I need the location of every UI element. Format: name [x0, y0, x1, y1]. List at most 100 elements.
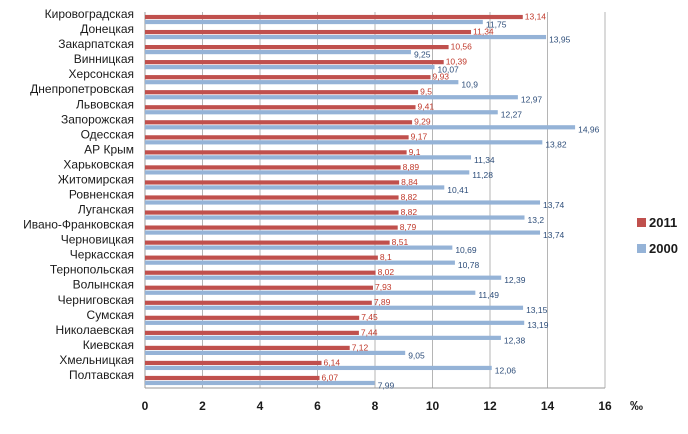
bar-2000	[145, 125, 576, 130]
bar-2011	[145, 150, 407, 155]
value-label-2011: 7,44	[361, 327, 378, 337]
category-label: Львовская	[76, 97, 134, 111]
category-label: Полтавская	[69, 368, 134, 382]
category-label: Одесская	[81, 127, 134, 141]
bar-2011	[145, 285, 373, 290]
x-axis-unit: ‰	[630, 398, 643, 413]
bar-2011	[145, 105, 416, 110]
value-label-2000: 11,28	[472, 170, 493, 180]
value-label-2011: 8,02	[378, 267, 395, 277]
bar-2011	[145, 60, 444, 65]
bar-2000	[145, 320, 525, 325]
value-label-2011: 10,56	[451, 42, 473, 52]
x-axis-ticks: 0 2 4 6 8 10 12 14 16	[142, 399, 612, 413]
value-label-2011: 7,12	[352, 342, 369, 352]
bar-2000	[145, 350, 406, 355]
bar-2000	[145, 155, 472, 160]
bar-2011	[145, 345, 350, 350]
category-label: Запорожская	[61, 112, 134, 126]
bar-2011	[145, 255, 378, 260]
bar-2011	[145, 29, 472, 35]
bar-2000	[145, 380, 375, 386]
bar-2000	[145, 80, 459, 85]
category-label: Винницкая	[74, 52, 134, 66]
legend-label-2000: 2000	[649, 241, 678, 256]
category-label: Сумская	[87, 308, 134, 322]
value-label-2011: 9,17	[411, 132, 428, 142]
bar-2011	[145, 180, 400, 185]
bars-group	[145, 14, 576, 386]
value-label-2000: 9,05	[408, 350, 425, 360]
category-labels: КировоградскаяДонецкаяЗакарпатскаяВинниц…	[23, 7, 134, 382]
bar-2000	[145, 215, 525, 220]
bar-2000	[145, 260, 455, 265]
value-labels: 13,1411,7511,3413,9510,569,2510,3910,079…	[322, 11, 600, 390]
category-label: АР Крым	[84, 142, 134, 156]
value-label-2000: 12,97	[521, 95, 543, 105]
value-label-2000: 14,96	[578, 125, 600, 135]
bar-2011	[145, 120, 413, 125]
x-tick-label: 16	[598, 399, 612, 413]
value-label-2000: 9,25	[414, 50, 431, 60]
bar-2011	[145, 360, 322, 366]
bar-2000	[145, 95, 518, 100]
value-label-2011: 9,1	[409, 147, 421, 157]
x-tick-label: 6	[314, 399, 321, 413]
x-tick-label: 0	[142, 399, 149, 413]
value-label-2000: 10,07	[438, 65, 460, 75]
value-label-2000: 12,38	[504, 335, 526, 345]
x-tick-label: 8	[372, 399, 379, 413]
x-tick-label: 12	[483, 399, 497, 413]
category-label: Кировоградская	[45, 7, 134, 21]
bar-2000	[145, 365, 492, 371]
category-label: Житомирская	[58, 172, 134, 186]
value-label-2011: 8,51	[392, 237, 409, 247]
bar-2000	[145, 50, 411, 55]
bar-2000	[145, 110, 498, 115]
value-label-2011: 9,93	[432, 72, 449, 82]
category-label: Херсонская	[69, 67, 134, 81]
value-label-2000: 13,95	[549, 34, 571, 44]
category-label: Луганская	[78, 203, 134, 217]
value-label-2011: 8,1	[380, 252, 392, 262]
value-label-2000: 13,2	[528, 215, 545, 225]
value-label-2000: 10,69	[455, 245, 477, 255]
value-label-2011: 8,79	[400, 222, 417, 232]
bar-2000	[145, 275, 502, 280]
value-label-2011: 10,39	[446, 57, 468, 67]
x-tick-label: 2	[199, 399, 206, 413]
category-label: Донецкая	[80, 22, 134, 36]
category-label: Ровненская	[69, 188, 134, 202]
value-label-2000: 10,9	[461, 80, 478, 90]
bar-2011	[145, 225, 398, 230]
bar-2000	[145, 200, 541, 205]
legend-label-2011: 2011	[649, 215, 677, 230]
bar-2011	[145, 75, 431, 80]
category-label: Черниговская	[58, 293, 134, 307]
value-label-2000: 10,41	[447, 185, 469, 195]
bar-2000	[145, 140, 543, 145]
value-label-2000: 12,39	[504, 275, 526, 285]
legend-swatch-2000	[637, 244, 646, 253]
category-label: Днепропетровская	[30, 82, 134, 96]
bar-2011	[145, 14, 523, 20]
bar-2000	[145, 19, 483, 25]
value-label-2011: 9,41	[418, 102, 435, 112]
value-label-2000: 12,06	[495, 365, 517, 375]
category-label: Ивано-Франковская	[23, 218, 134, 232]
bar-2000	[145, 335, 501, 340]
bar-2000	[145, 34, 547, 40]
bar-2011	[145, 195, 399, 200]
category-label: Киевская	[83, 338, 134, 352]
value-label-2011: 6,07	[322, 372, 339, 382]
value-label-2011: 7,89	[374, 297, 391, 307]
value-label-2000: 11,49	[478, 290, 499, 300]
bar-2011	[145, 330, 359, 335]
value-label-2000: 13,15	[526, 305, 548, 315]
bar-2011	[145, 165, 401, 170]
value-label-2011: 7,45	[361, 312, 378, 322]
category-label: Закарпатская	[58, 37, 134, 51]
bar-2000	[145, 65, 435, 70]
bar-2011	[145, 300, 372, 305]
